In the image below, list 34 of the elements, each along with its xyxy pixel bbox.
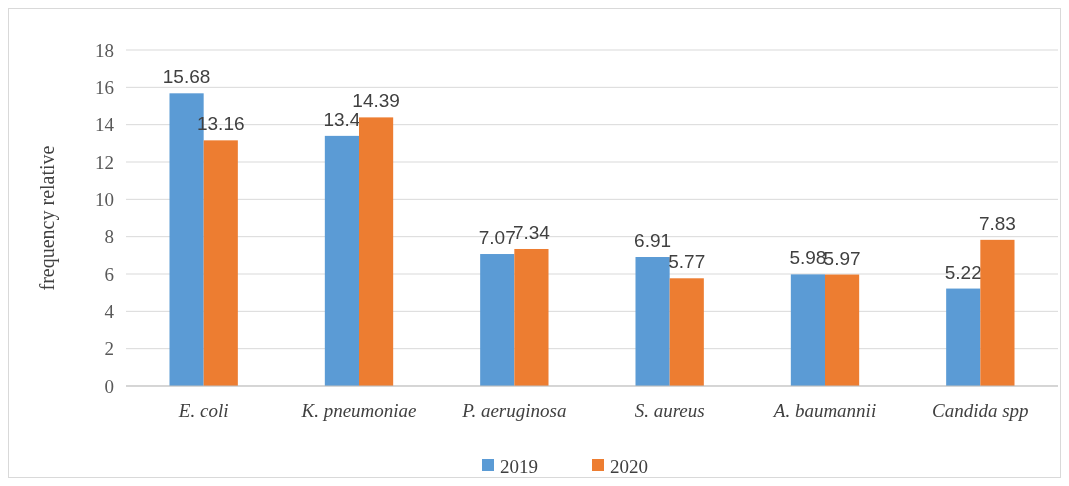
- data-label: 6.91: [634, 230, 672, 252]
- bar: [825, 274, 860, 386]
- y-tick-label: 14: [95, 114, 115, 136]
- y-tick-label: 16: [95, 76, 114, 98]
- y-tick-label: 10: [95, 188, 114, 210]
- y-axis-title: frequency relative: [36, 145, 59, 291]
- x-tick-label: A. baumannii: [771, 400, 877, 421]
- bar: [669, 278, 704, 386]
- x-tick-label: Candida spp: [932, 400, 1029, 421]
- y-tick-label: 12: [95, 151, 114, 173]
- bar: [359, 117, 394, 386]
- bar: [635, 257, 670, 386]
- bar: [946, 288, 981, 386]
- y-tick-label: 18: [95, 39, 114, 61]
- bar: [980, 239, 1015, 386]
- x-tick-label: K. pneumoniae: [300, 400, 417, 421]
- x-tick-label: S. aureus: [634, 400, 705, 421]
- data-label: 7.07: [478, 227, 516, 249]
- bar: [790, 274, 825, 386]
- y-tick-label: 2: [104, 338, 114, 360]
- bar: [514, 248, 549, 386]
- y-tick-label: 4: [104, 300, 115, 322]
- bar: [203, 140, 238, 386]
- bar: [324, 135, 359, 386]
- x-tick-label: E. coli: [177, 400, 229, 421]
- x-tick-label: P. aeruginosa: [461, 400, 567, 421]
- bar: [480, 254, 515, 386]
- y-tick-label: 0: [104, 375, 114, 397]
- y-tick-label: 6: [104, 263, 114, 285]
- data-label: 15.68: [162, 66, 211, 88]
- data-label: 7.83: [978, 212, 1016, 234]
- y-tick-label: 8: [104, 226, 114, 248]
- legend-label: 2020: [610, 455, 648, 477]
- legend-label: 2019: [500, 455, 538, 477]
